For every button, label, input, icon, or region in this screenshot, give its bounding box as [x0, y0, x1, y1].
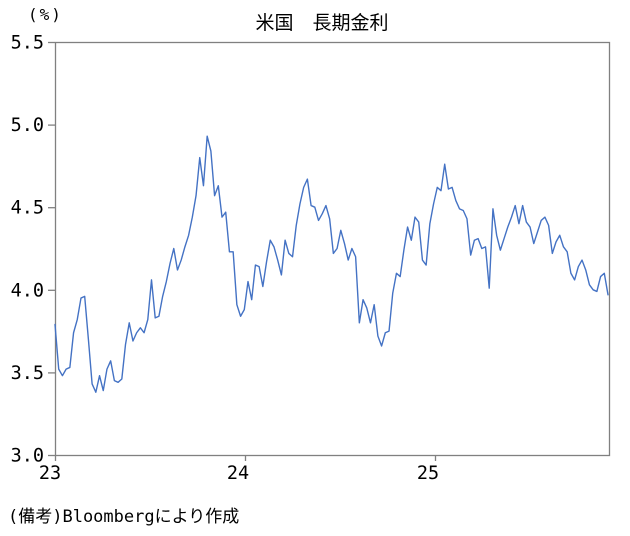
line-chart-plot: 5.5 5.0 4.5 4.0 3.5 3.023 24 25: [11, 33, 611, 484]
y-axis-tick-label: 5.0: [11, 115, 44, 136]
y-axis: 5.5 5.0 4.5 4.0 3.5 3.0: [11, 33, 55, 467]
y-axis-unit-label: (%): [28, 5, 63, 24]
x-axis: 23 24 25: [39, 455, 439, 484]
x-axis-tick-label: 25: [417, 463, 439, 484]
y-axis-tick-label: 4.0: [11, 280, 44, 301]
plot-border: [54, 41, 611, 457]
y-axis-tick-label: 3.0: [11, 446, 44, 467]
y-axis-tick-label: 5.5: [11, 33, 44, 54]
source-note: (備考)Bloombergにより作成: [8, 507, 240, 527]
y-axis-tick-label: 3.5: [11, 363, 44, 384]
chart-title: 米国 長期金利: [255, 12, 389, 34]
x-axis-tick-label: 24: [227, 463, 249, 484]
series-line-us-long-term-rate: [54, 135, 609, 393]
x-axis-tick-label: 23: [39, 463, 61, 484]
y-axis-tick-label: 4.5: [11, 198, 44, 219]
